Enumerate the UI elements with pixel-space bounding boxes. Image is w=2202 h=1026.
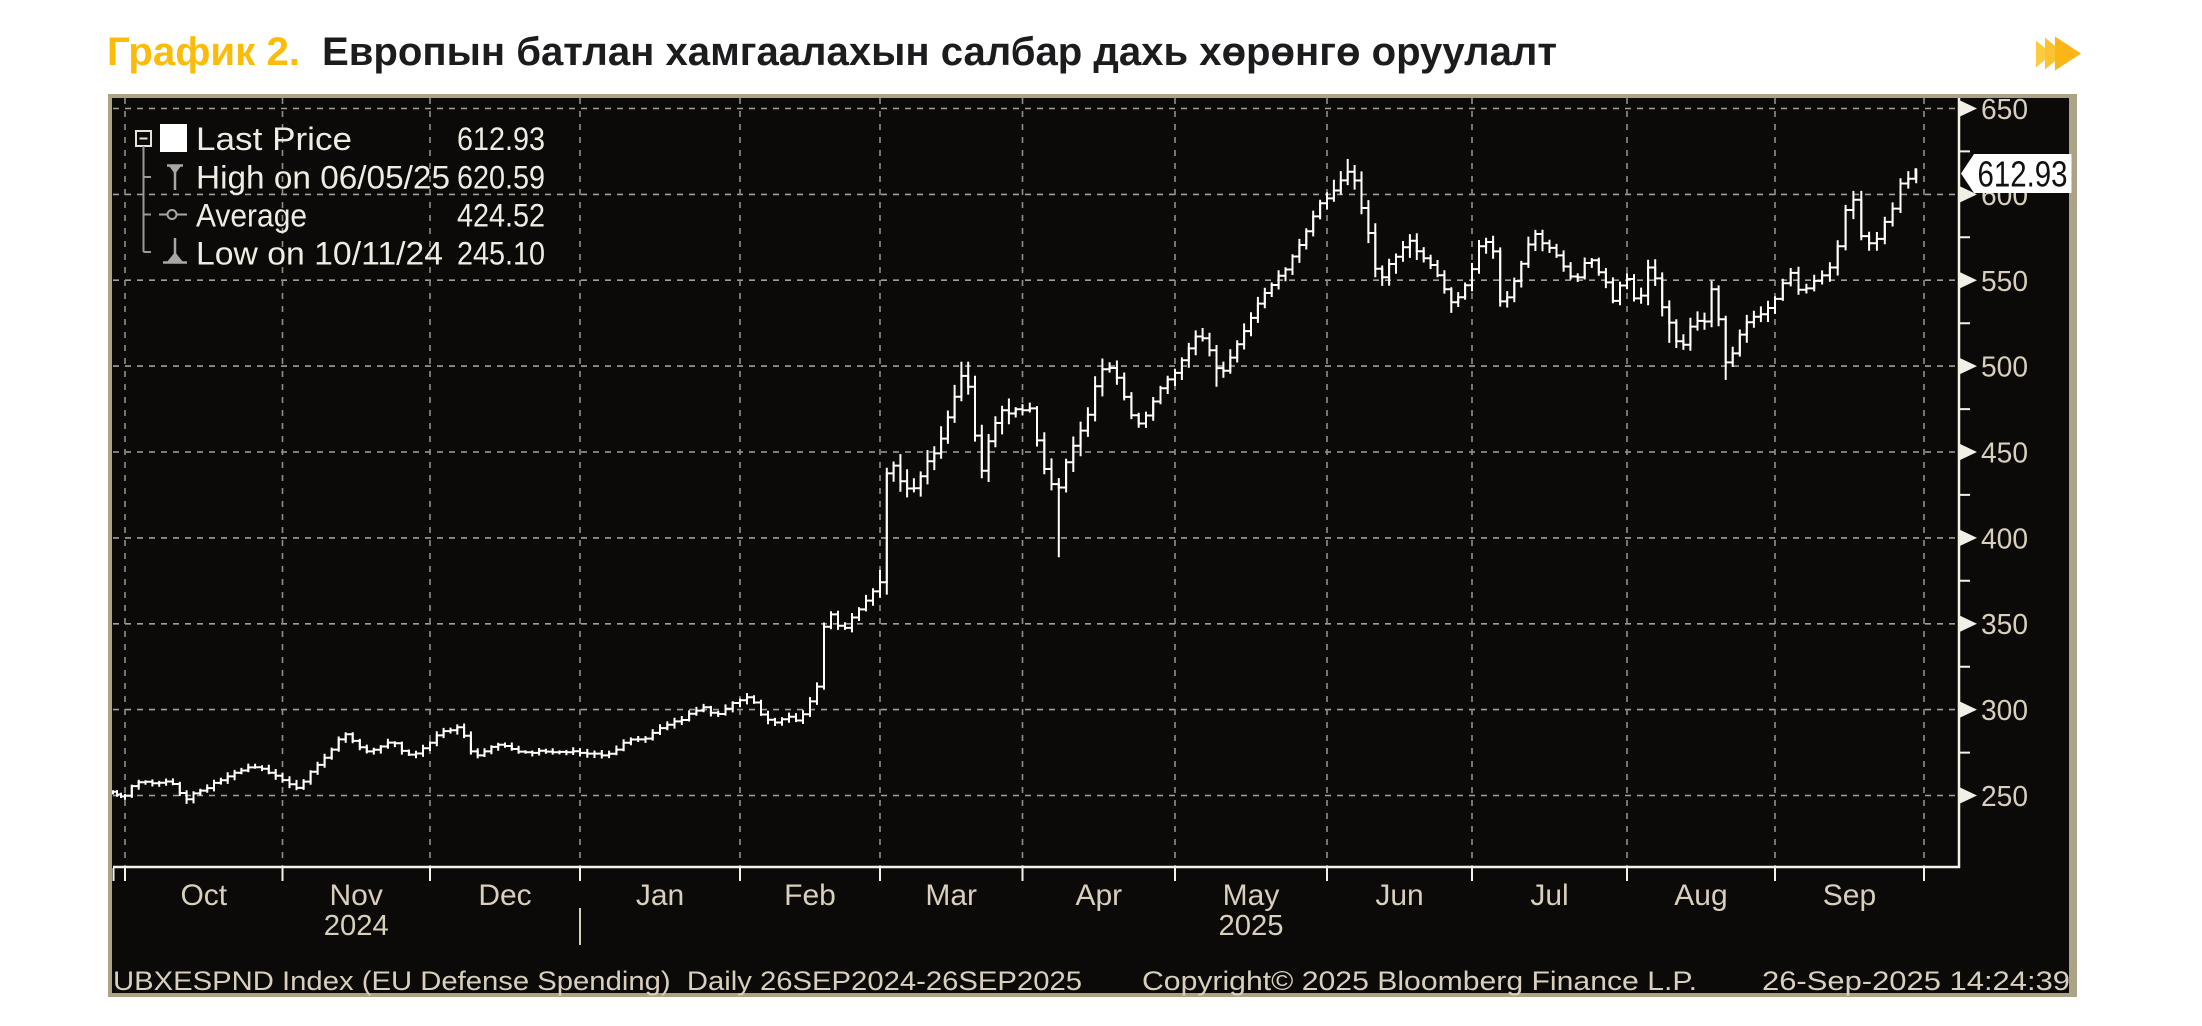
svg-text:Nov: Nov [330,879,383,912]
svg-text:Jun: Jun [1375,879,1423,912]
svg-text:Европын батлан хамгаалахын сал: Европын батлан хамгаалахын салбар дахь х… [322,30,1557,74]
svg-text:Jul: Jul [1530,879,1568,912]
svg-text:Aug: Aug [1674,879,1727,912]
svg-text:График 2.: График 2. [107,30,300,74]
svg-text:250: 250 [1981,781,2028,813]
svg-text:612.93: 612.93 [457,121,545,157]
svg-text:245.10: 245.10 [457,236,545,272]
svg-text:May: May [1223,879,1280,912]
svg-text:612.93: 612.93 [1978,154,2068,195]
svg-text:Feb: Feb [784,879,836,912]
svg-text:350: 350 [1981,609,2028,641]
svg-text:650: 650 [1981,94,2028,126]
svg-text:Dec: Dec [478,879,531,912]
svg-text:UBXESPND Index (EU Defense Spe: UBXESPND Index (EU Defense Spending) Dai… [113,966,1082,996]
svg-text:Copyright© 2025 Bloomberg Fina: Copyright© 2025 Bloomberg Finance L.P. [1142,966,1697,996]
svg-text:2024: 2024 [324,910,389,942]
svg-text:550: 550 [1981,266,2028,298]
svg-text:620.59: 620.59 [457,160,545,196]
svg-text:Apr: Apr [1075,879,1122,912]
svg-text:2025: 2025 [1219,910,1284,942]
svg-text:500: 500 [1981,352,2028,384]
svg-text:Low on 10/11/24: Low on 10/11/24 [196,236,443,272]
svg-text:Average: Average [196,198,307,234]
svg-text:400: 400 [1981,523,2028,555]
svg-text:Sep: Sep [1823,879,1876,912]
svg-text:Mar: Mar [925,879,977,912]
svg-text:26-Sep-2025 14:24:39: 26-Sep-2025 14:24:39 [1762,966,2070,996]
svg-text:450: 450 [1981,438,2028,470]
svg-text:Last Price: Last Price [196,121,352,157]
svg-text:Oct: Oct [180,879,227,912]
svg-text:424.52: 424.52 [457,198,545,234]
svg-text:300: 300 [1981,695,2028,727]
svg-text:Jan: Jan [636,879,684,912]
svg-text:High on 06/05/25: High on 06/05/25 [196,160,450,196]
